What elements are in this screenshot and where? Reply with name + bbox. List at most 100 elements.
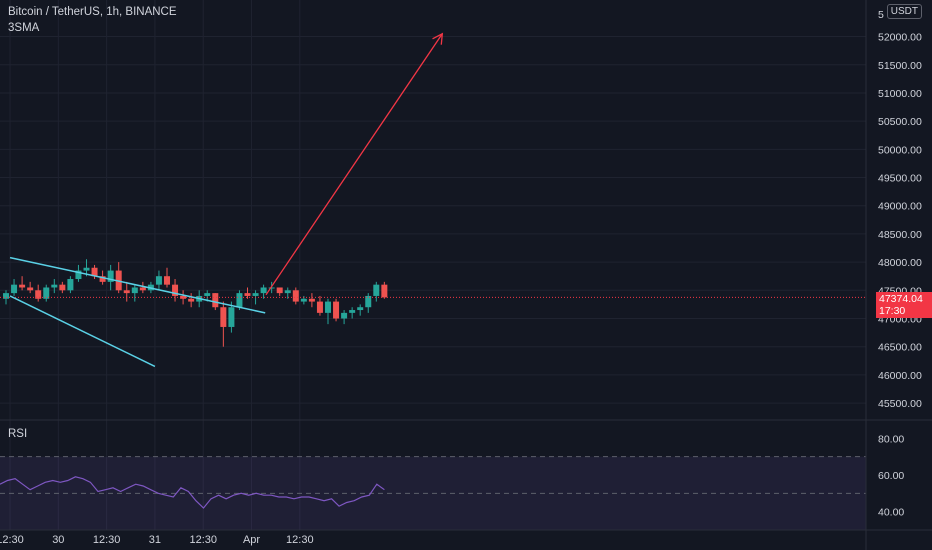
candle [244,287,251,299]
candle-body [325,301,331,313]
candle [308,293,315,308]
candle-body [131,287,138,294]
price-tick-label: 50000.00 [878,144,922,156]
candle [284,287,291,299]
rsi-tick-label: 40.00 [878,507,904,519]
candle [349,307,356,319]
lower-trendline [9,295,156,368]
candle [59,281,66,294]
candle-body [212,293,219,308]
candle-body [220,307,227,327]
candle-body [11,284,18,294]
price-tick-label: 45500.00 [878,398,922,410]
candle [292,287,299,305]
time-tick-label: Apr [243,534,260,546]
last-price-label: 47374.04 17:30 [876,292,932,318]
last-price-value: 47374.04 [879,293,923,305]
currency-badge[interactable]: USDT [886,4,922,19]
upper-trendline [9,256,266,314]
candle [27,281,34,294]
candle-body [59,284,66,291]
candle-body [236,293,243,308]
time-tick-label: 12:30 [189,534,217,546]
candle-body [35,290,42,299]
time-tick-label: 12:30 [286,534,314,546]
candle-body [228,307,235,327]
candle-body [365,295,372,308]
candle-body [373,284,380,296]
time-tick-label: 12:30 [93,534,121,546]
candle-body [139,287,146,291]
candle-body [43,287,50,299]
candle-body [244,293,251,296]
forecast-arrowhead [432,32,444,45]
time-tick-label: 12:30 [0,534,24,546]
candle [365,293,372,313]
candle-body [308,298,315,302]
rsi-pane: 80.00 60.00 40.00 [0,433,904,531]
candle-body [204,293,211,296]
countdown-value: 17:30 [879,305,906,317]
candle [19,276,26,291]
candle-body [284,290,291,294]
candle-body [51,284,58,288]
price-tick-label: 48500.00 [878,229,922,241]
candle [131,284,138,302]
candle [172,279,179,302]
time-tick-label: 31 [149,534,161,546]
candle-body [27,287,34,291]
rsi-line [0,476,385,509]
chart-title: Bitcoin / TetherUS, 1h, BINANCE [8,6,177,18]
rsi-tick-label: 60.00 [878,470,904,482]
candle [11,279,18,296]
candle [155,270,162,291]
candle-body [99,276,106,282]
candle [67,276,74,294]
price-tick-label: 51000.00 [878,88,922,100]
candle-body [164,276,170,285]
candle-body [172,284,179,296]
candle-body [349,310,356,313]
candle [123,281,130,302]
candle [75,264,82,282]
candle-body [260,287,267,294]
candle [188,293,195,308]
drawings-layer [9,32,444,368]
candle-body [300,298,307,302]
price-tick-label: 46000.00 [878,370,922,382]
candle [107,264,114,291]
candle-body [276,287,283,294]
indicator-label: 3SMA [8,22,40,34]
rsi-tick-label: 80.00 [878,433,904,445]
candle [43,284,50,302]
candle [316,295,323,316]
candle [341,310,348,325]
candle [276,287,283,296]
candle-body [91,267,98,277]
forecast-arrow [265,33,443,296]
candle [357,304,364,316]
price-tick-label: 50500.00 [878,116,922,128]
price-tick-label: 48000.00 [878,257,922,269]
candle [91,264,98,280]
candle-body [357,307,364,311]
candle-body [83,267,90,271]
candle-body [107,270,114,282]
candle [139,281,146,294]
candle-body [3,293,9,299]
candle-body [155,276,162,285]
price-tick-label: 49500.00 [878,173,922,185]
candle-body [381,284,388,298]
time-tick-label: 30 [52,534,64,546]
candle-body [268,287,275,289]
candle-body [333,301,340,319]
candle-body [188,298,195,302]
price-tick-label: 46500.00 [878,342,922,354]
candle [35,284,42,302]
candlestick-series [0,259,866,347]
candle [325,298,331,325]
candle-body [252,293,259,296]
candle-body [67,279,74,291]
